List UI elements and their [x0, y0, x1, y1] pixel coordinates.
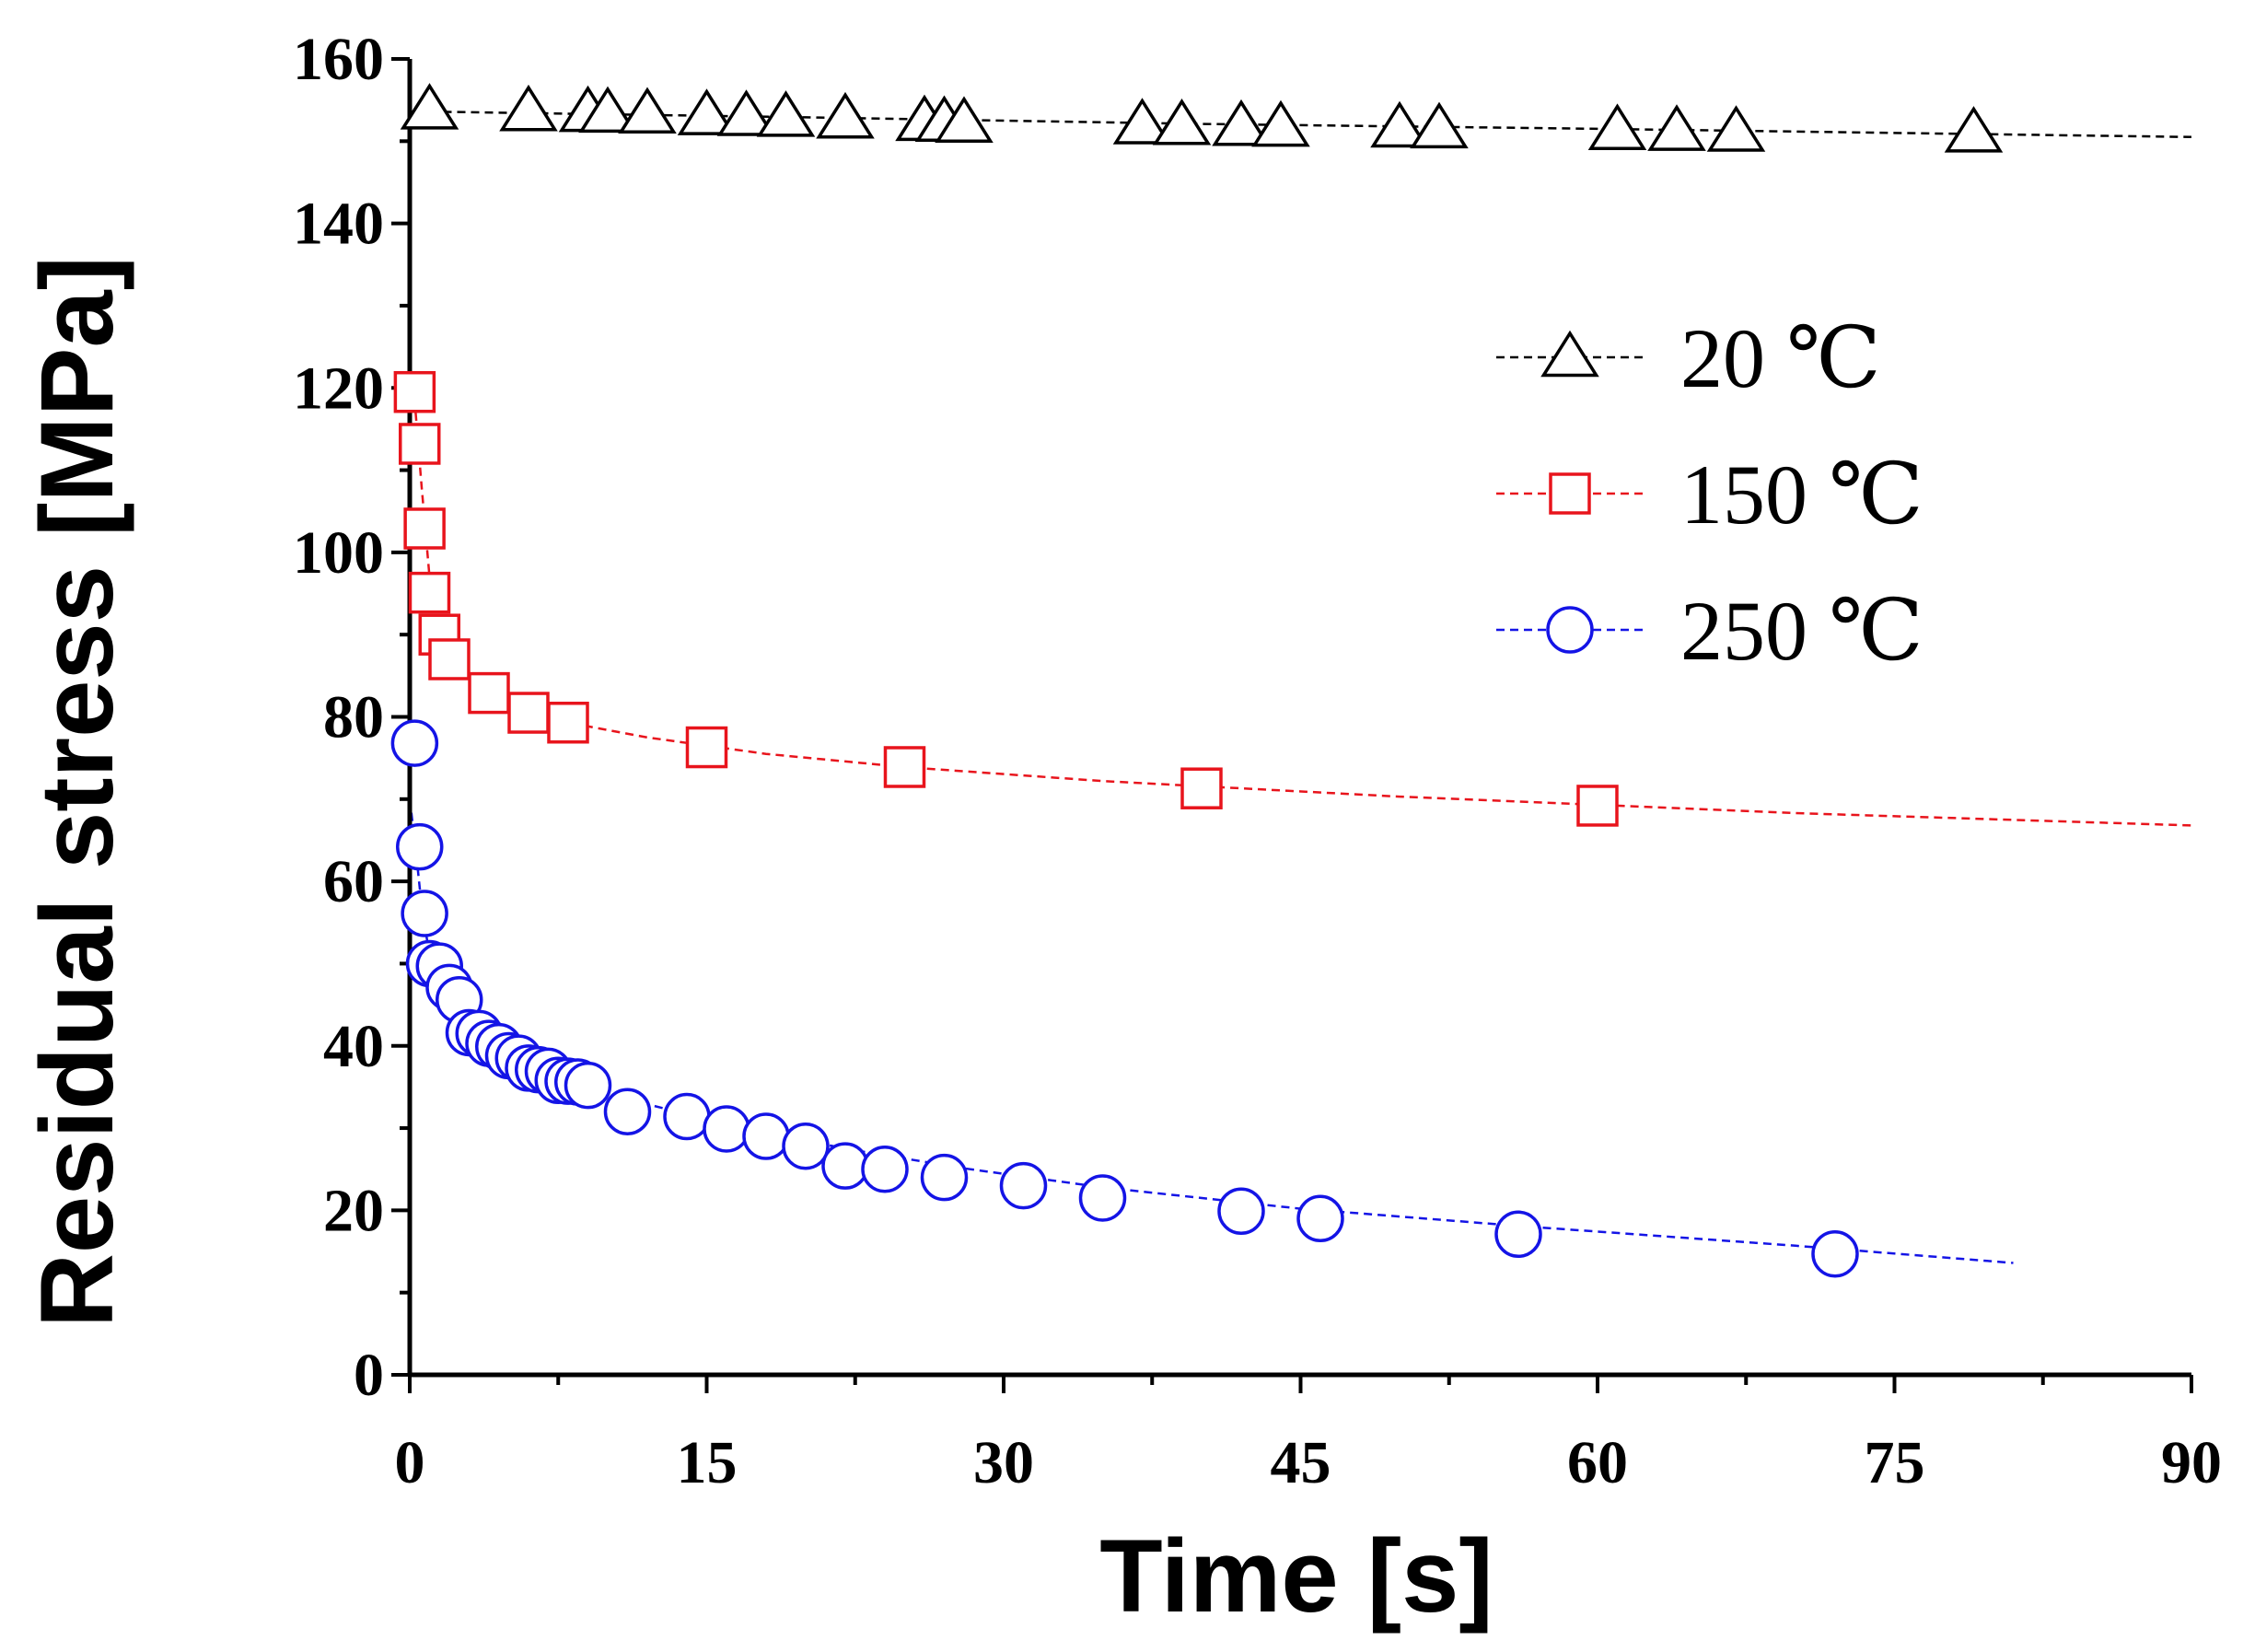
circle-marker — [1296, 1194, 1344, 1243]
circle-marker — [396, 822, 444, 871]
triangle-marker — [400, 83, 459, 130]
circle-marker — [920, 1153, 969, 1202]
triangle-marker — [716, 89, 776, 136]
circle-marker — [999, 1161, 1048, 1210]
y-tick-label: 60 — [323, 848, 384, 915]
y-tick-label: 0 — [354, 1342, 384, 1409]
x-tick-label: 30 — [973, 1429, 1034, 1496]
y-tick-label: 120 — [293, 355, 384, 422]
triangle-marker — [1587, 103, 1647, 150]
square-marker — [393, 370, 436, 413]
circle-marker — [401, 890, 448, 937]
square-marker — [399, 423, 441, 465]
circle-marker — [1546, 606, 1594, 654]
x-tick-label: 0 — [395, 1429, 425, 1496]
legend-entry-label: 150 ℃ — [1680, 448, 1923, 541]
square-marker — [428, 638, 471, 681]
circle-marker — [603, 1088, 652, 1135]
square-marker — [1180, 767, 1223, 809]
x-tick-label: 15 — [677, 1429, 738, 1496]
fit-curve — [429, 110, 2192, 139]
triangle-marker — [1647, 104, 1706, 151]
triangle-marker — [816, 91, 875, 139]
data-markers — [390, 83, 2004, 1278]
x-tick-label: 75 — [1865, 1429, 1925, 1496]
triangle-marker — [1251, 99, 1310, 147]
circle-marker — [390, 719, 439, 767]
y-tick-label: 100 — [293, 519, 384, 587]
triangle-marker — [1152, 99, 1212, 145]
triangle-marker — [1212, 99, 1271, 146]
y-tick-label: 80 — [323, 684, 384, 751]
circle-marker — [861, 1145, 909, 1193]
triangle-marker — [1370, 100, 1429, 148]
circle-marker — [1811, 1229, 1859, 1278]
legend: 20 ℃ 150 ℃ 250 ℃ — [1496, 311, 1923, 678]
y-tick-label: 160 — [293, 26, 384, 93]
y-axis-title: Residual stress [MPa] — [19, 256, 134, 1328]
square-marker — [403, 507, 446, 550]
y-tick-label: 40 — [323, 1013, 384, 1080]
triangle-marker — [756, 90, 816, 137]
square-marker — [685, 726, 728, 769]
circle-marker — [663, 1092, 711, 1141]
square-marker — [507, 692, 550, 734]
triangle-marker — [1944, 106, 2004, 153]
square-marker — [547, 702, 589, 744]
square-marker — [1549, 472, 1591, 515]
circle-marker — [1078, 1174, 1127, 1222]
triangle-marker — [935, 96, 994, 143]
triangle-marker — [1410, 101, 1469, 149]
triangle-marker — [1706, 105, 1766, 152]
circle-marker — [1217, 1187, 1265, 1236]
triangle-marker — [1112, 98, 1172, 145]
circle-marker — [703, 1105, 750, 1153]
circle-marker — [564, 1061, 612, 1110]
fit-curve — [408, 371, 2192, 827]
fit-curves — [408, 110, 2192, 1264]
triangle-marker — [1540, 330, 1599, 378]
circle-marker — [1494, 1210, 1542, 1259]
square-marker — [883, 746, 926, 788]
y-tick-label: 140 — [293, 191, 384, 258]
x-axis-title: Time [s] — [1099, 1518, 1493, 1634]
square-marker — [408, 571, 451, 614]
legend-entry-label: 250 ℃ — [1680, 584, 1923, 678]
fit-curve — [408, 798, 2014, 1264]
y-tick-label: 20 — [323, 1177, 384, 1244]
circle-marker — [742, 1112, 790, 1160]
circle-marker — [782, 1122, 830, 1170]
triangle-marker — [618, 87, 677, 134]
square-marker — [1576, 785, 1619, 827]
square-marker — [468, 671, 510, 715]
x-tick-label: 60 — [1567, 1429, 1628, 1496]
triangle-marker — [677, 88, 737, 135]
triangle-marker — [578, 86, 637, 134]
x-tick-label: 45 — [1271, 1429, 1331, 1496]
x-tick-label: 90 — [2161, 1429, 2222, 1496]
legend-entry-label: 20 ℃ — [1680, 311, 1881, 405]
axes: 0 15 30 45 60 75 90 0 20 40 60 80 100 120 140 160 — [293, 26, 2222, 1496]
circle-marker — [821, 1142, 869, 1190]
triangle-marker — [499, 84, 558, 132]
